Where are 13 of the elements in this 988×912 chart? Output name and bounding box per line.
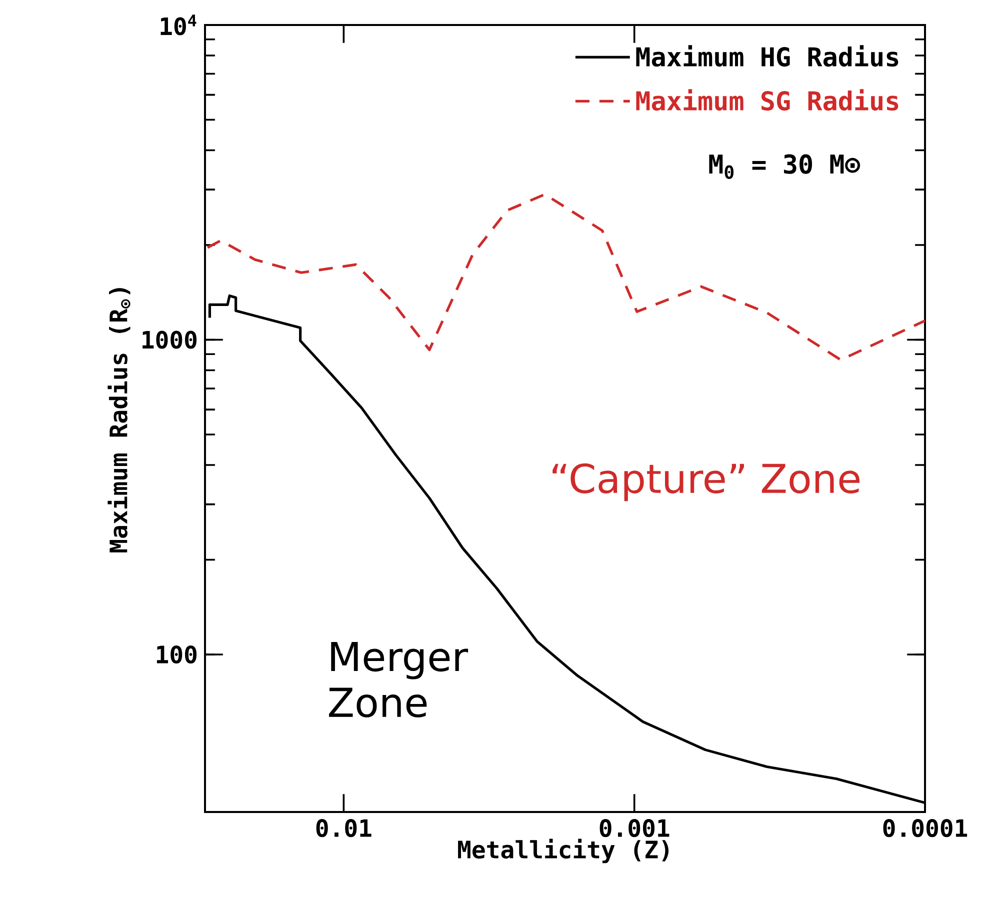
y-tick-label: 1000 xyxy=(142,330,197,349)
legend-label: Maximum SG Radius xyxy=(636,89,898,111)
annotation: “Capture” Zone xyxy=(552,463,860,502)
x-tick-label: 0.0001 xyxy=(883,819,968,838)
legend-label: Maximum HG Radius xyxy=(636,45,898,67)
y-axis-title: Maximum Radius (R$_{⊙}$) xyxy=(108,288,130,552)
x-tick-label: 0.01 xyxy=(316,819,372,838)
y-tick-label: 10$^{4}$ xyxy=(160,14,196,36)
annotation: M$_{0}$ = 30 M⊙ xyxy=(709,154,860,179)
annotation: Merger Zone xyxy=(329,642,468,718)
x-tick-label: 0.001 xyxy=(600,819,670,838)
x-axis-title: Metallicity (Z) xyxy=(458,838,668,864)
y-tick-label: 100 xyxy=(156,645,197,664)
